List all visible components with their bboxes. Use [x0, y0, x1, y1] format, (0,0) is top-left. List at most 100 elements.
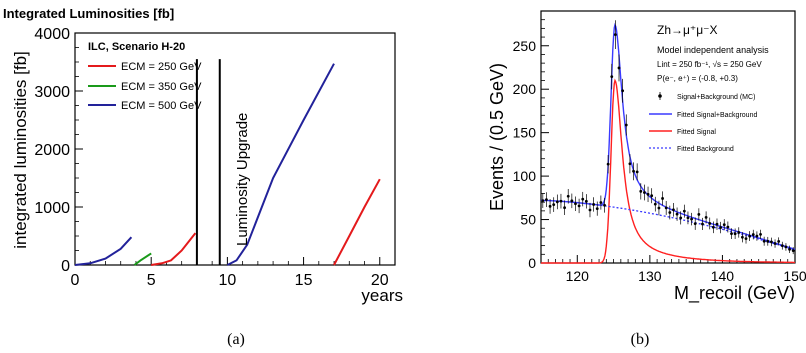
x-tick-label: 15 [295, 272, 313, 289]
y-tick-label: 4000 [34, 26, 70, 43]
data-point [643, 191, 646, 194]
series-line [226, 63, 335, 266]
series-line [133, 252, 152, 266]
chart-a-ylabel: integrated luminosities [fb] [11, 51, 30, 249]
data-point [613, 33, 617, 37]
chart-b-note-3: P(e⁻, e⁺) = (-0.8, +0.3) [657, 74, 738, 83]
data-point [770, 240, 773, 244]
chart-a-legend-title: ILC, Scenario H-20 [88, 41, 185, 53]
data-point [624, 123, 628, 127]
series-line [333, 178, 381, 266]
data-point [646, 192, 650, 196]
chart-b-ticks: 120 130 140 150 0 50 100 150 200 250 [513, 19, 806, 284]
data-point [777, 240, 781, 243]
y-tick-label: 250 [513, 38, 537, 54]
caption-b: (b) [631, 331, 650, 348]
chart-b-points [541, 20, 795, 255]
data-point [664, 206, 668, 210]
data-point [730, 232, 733, 236]
fitted-signal-line [541, 78, 795, 264]
data-point [563, 206, 566, 210]
data-point [592, 203, 596, 206]
data-point [788, 247, 791, 251]
data-point [704, 215, 708, 219]
y-tick-label: 50 [520, 212, 536, 228]
data-point [552, 203, 556, 207]
data-point [559, 199, 563, 203]
y-tick-label: 3000 [34, 84, 70, 101]
data-point [722, 223, 726, 227]
data-point [733, 232, 737, 236]
y-tick-label: 100 [513, 168, 537, 184]
chart-a-xlabel: years [361, 286, 403, 305]
chart-a-lines [74, 63, 381, 266]
data-point [686, 216, 690, 220]
y-tick-label: 1000 [34, 200, 70, 217]
x-tick-label: 0 [71, 272, 80, 289]
data-point [708, 222, 712, 225]
data-point [679, 216, 683, 220]
data-point [784, 245, 788, 249]
data-point [603, 203, 606, 207]
y-tick-label: 150 [513, 125, 537, 141]
data-point [766, 239, 770, 243]
data-point [697, 213, 701, 216]
data-point [748, 234, 752, 238]
data-point [584, 199, 588, 203]
data-point [690, 217, 693, 221]
chart-a: Integrated Luminosities [fb] 0 5 10 15 20 0 10… [3, 6, 403, 305]
chart-a-ticks: 0 5 10 15 20 0 1000 2000 3000 4000 [34, 26, 388, 289]
data-point [577, 204, 581, 208]
upgrade-label: Luminosity Upgrade [234, 113, 251, 246]
legend-label-250: ECM = 250 GeV [121, 61, 202, 73]
x-tick-label: 10 [218, 272, 236, 289]
data-point [570, 199, 574, 203]
y-tick-label: 0 [528, 255, 536, 271]
data-point [650, 194, 654, 198]
chart-b-ylabel: Events / (0.5 GeV) [487, 63, 507, 211]
data-point [657, 206, 661, 210]
x-tick-label: 130 [638, 268, 662, 284]
fitted-background-line [541, 199, 796, 251]
data-point [759, 232, 762, 236]
data-point [581, 197, 585, 201]
data-point [682, 209, 686, 213]
data-point [541, 199, 545, 202]
data-point [610, 75, 614, 78]
legend-label-fit-signal: Fitted Signal [677, 129, 716, 136]
legend-label-350: ECM = 350 GeV [121, 81, 202, 93]
data-point [566, 194, 570, 198]
fitted-total-line [541, 22, 796, 250]
data-point [755, 234, 759, 238]
data-point [595, 207, 599, 211]
data-point [701, 222, 704, 226]
y-tick-label: 200 [513, 81, 537, 97]
data-point [719, 226, 723, 229]
data-point [672, 208, 675, 212]
data-point [606, 162, 610, 166]
data-point [617, 66, 621, 70]
chart-b-note-2: Lint = 250 fb⁻¹, √s = 250 GeV [657, 60, 762, 69]
data-point [711, 225, 715, 229]
legend-label-fit-total: Fitted Signal+Background [677, 112, 757, 119]
data-point [791, 249, 795, 253]
data-point [744, 237, 748, 241]
data-point [639, 189, 643, 193]
data-point [574, 202, 577, 206]
data-point [661, 197, 664, 200]
series-line [74, 236, 133, 266]
x-tick-label: 20 [371, 272, 389, 289]
data-point [555, 200, 559, 204]
data-point [632, 169, 635, 173]
legend-label-fit-bkg: Fitted Background [677, 146, 734, 153]
chart-b-curves [541, 22, 796, 264]
chart-b-title: Zh→μ⁺μ⁻X [657, 23, 718, 37]
data-point [693, 222, 697, 226]
chart-b-frame [540, 10, 796, 264]
data-point [548, 204, 552, 208]
x-tick-label: 140 [711, 268, 735, 284]
series-line [151, 232, 197, 266]
y-tick-label: 2000 [34, 142, 70, 159]
chart-b-xlabel: M_recoil (GeV) [674, 283, 795, 304]
